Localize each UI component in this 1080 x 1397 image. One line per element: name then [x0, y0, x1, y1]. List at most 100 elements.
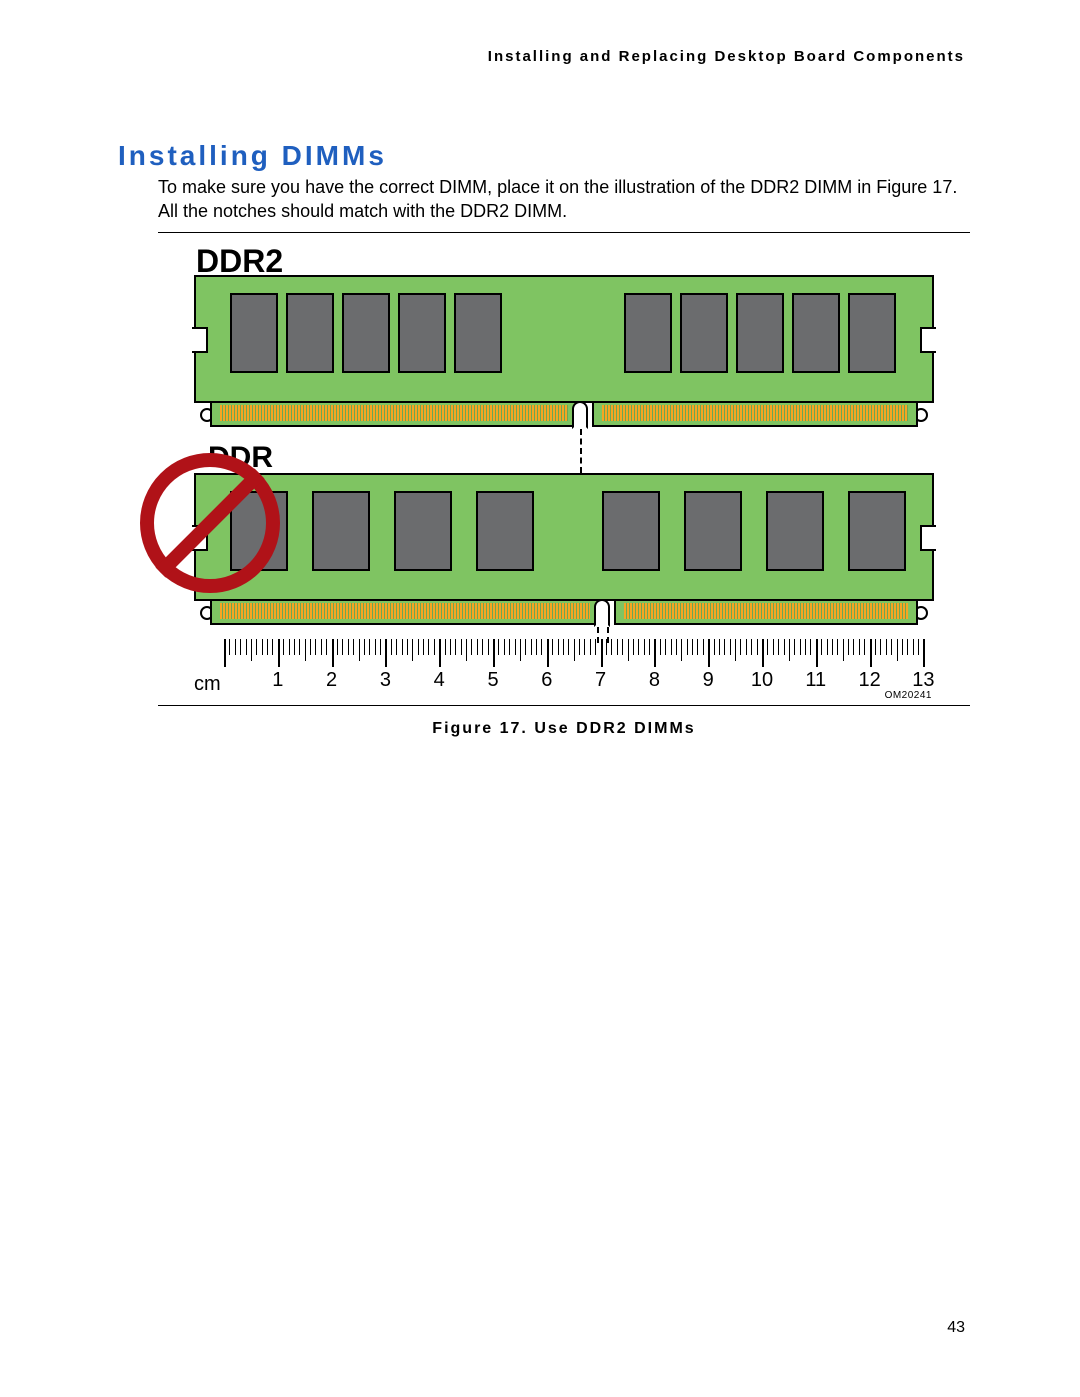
- ruler-tick-minor: [563, 639, 564, 655]
- ruler-tick-major: [816, 639, 818, 667]
- ruler-tick-minor: [369, 639, 370, 655]
- ruler-tick-minor: [638, 639, 639, 655]
- ruler-tick-minor: [262, 639, 263, 655]
- figure-caption: Figure 17. Use DDR2 DIMMs: [158, 720, 970, 738]
- ruler-tick-minor: [515, 639, 516, 655]
- ruler-tick-minor: [574, 639, 575, 661]
- ruler-tick-minor: [794, 639, 795, 655]
- ruler-tick-minor: [740, 639, 741, 655]
- ruler-tick-minor: [380, 639, 381, 655]
- ruler-tick-label: 9: [703, 669, 714, 692]
- ruler-tick-minor: [310, 639, 311, 655]
- ruler-tick-minor: [875, 639, 876, 655]
- dimm-key-notch: [594, 599, 610, 627]
- dimm-module: [194, 275, 934, 435]
- ruler-tick-minor: [229, 639, 230, 655]
- ruler-tick-minor: [800, 639, 801, 655]
- ruler-tick-minor: [606, 639, 607, 655]
- ruler-tick-minor: [897, 639, 898, 661]
- dimm-chip: [342, 293, 390, 373]
- ruler-tick-minor: [805, 639, 806, 655]
- ruler-tick-major: [601, 639, 603, 667]
- alignment-guide: [580, 429, 582, 473]
- ruler-tick-minor: [256, 639, 257, 655]
- dimm-chip: [624, 293, 672, 373]
- ruler-tick-minor: [918, 639, 919, 655]
- ruler-tick-minor: [235, 639, 236, 655]
- dimm-side-notch: [192, 327, 208, 353]
- dimm-chip: [848, 293, 896, 373]
- ruler-tick-minor: [466, 639, 467, 661]
- page-number: 43: [947, 1319, 965, 1337]
- ruler-tick-minor: [821, 639, 822, 655]
- ruler-tick-minor: [434, 639, 435, 655]
- ruler-tick-minor: [886, 639, 887, 655]
- ruler-tick-minor: [584, 639, 585, 655]
- dimm-chip: [398, 293, 446, 373]
- ruler-tick-minor: [412, 639, 413, 661]
- dimm-diagram: DDR2DDRcm12345678910111213OM20241: [158, 239, 970, 705]
- ruler-tick-minor: [272, 639, 273, 655]
- ruler-tick-minor: [778, 639, 779, 655]
- ruler-tick-minor: [299, 639, 300, 655]
- dimm-chip: [230, 293, 278, 373]
- dimm-chip: [736, 293, 784, 373]
- ruler-tick-minor: [407, 639, 408, 655]
- dimm-side-notch: [920, 525, 936, 551]
- ruler-tick-minor: [418, 639, 419, 655]
- ruler-tick-label: 11: [805, 669, 826, 692]
- ruler-tick-minor: [746, 639, 747, 655]
- ruler-tick-minor: [455, 639, 456, 655]
- ruler-tick-major: [332, 639, 334, 667]
- ruler-tick-minor: [509, 639, 510, 655]
- ruler-tick-major: [870, 639, 872, 667]
- ruler-tick-minor: [784, 639, 785, 655]
- dimm-chip: [476, 491, 534, 571]
- ruler-tick-major: [708, 639, 710, 667]
- dimm-module: [194, 473, 934, 633]
- ruler-tick-minor: [461, 639, 462, 655]
- dimm-pins: [220, 405, 568, 421]
- ruler-tick-minor: [724, 639, 725, 655]
- ruler-tick-minor: [359, 639, 360, 661]
- ruler-tick-minor: [595, 639, 596, 655]
- ruler-tick-minor: [267, 639, 268, 655]
- ruler-tick-minor: [864, 639, 865, 655]
- ruler-tick-minor: [853, 639, 854, 655]
- ruler-tick-minor: [730, 639, 731, 655]
- dimm-pins: [624, 603, 908, 619]
- dimm-chip: [602, 491, 660, 571]
- ruler-tick-minor: [907, 639, 908, 655]
- dimm-chip: [792, 293, 840, 373]
- dimm-chip: [230, 491, 288, 571]
- ruler-tick-minor: [681, 639, 682, 661]
- ruler-tick-minor: [477, 639, 478, 655]
- ruler-tick-minor: [622, 639, 623, 655]
- ruler-tick-minor: [445, 639, 446, 655]
- ruler-tick-minor: [246, 639, 247, 655]
- ruler-tick-minor: [294, 639, 295, 655]
- ruler-unit-label: cm: [194, 673, 221, 696]
- ruler-tick-minor: [321, 639, 322, 655]
- ruler-tick-minor: [902, 639, 903, 655]
- ruler-tick-minor: [665, 639, 666, 655]
- ruler-tick-minor: [541, 639, 542, 655]
- ruler-tick-minor: [714, 639, 715, 655]
- ruler-tick-major: [923, 639, 925, 667]
- ruler-tick-minor: [283, 639, 284, 655]
- ruler-tick-minor: [848, 639, 849, 655]
- figure-rule-top: [158, 232, 970, 233]
- dimm-chip: [312, 491, 370, 571]
- ruler-tick-minor: [488, 639, 489, 655]
- ruler-tick-minor: [827, 639, 828, 655]
- dimm-chip: [848, 491, 906, 571]
- diagram-id: OM20241: [885, 690, 932, 701]
- ruler-tick-minor: [810, 639, 811, 655]
- ruler-tick-minor: [402, 639, 403, 655]
- ruler-tick-minor: [611, 639, 612, 655]
- ruler-tick-minor: [757, 639, 758, 655]
- ruler-tick-minor: [751, 639, 752, 655]
- ruler-tick-minor: [531, 639, 532, 655]
- ruler-tick-minor: [396, 639, 397, 655]
- ruler-tick-minor: [240, 639, 241, 655]
